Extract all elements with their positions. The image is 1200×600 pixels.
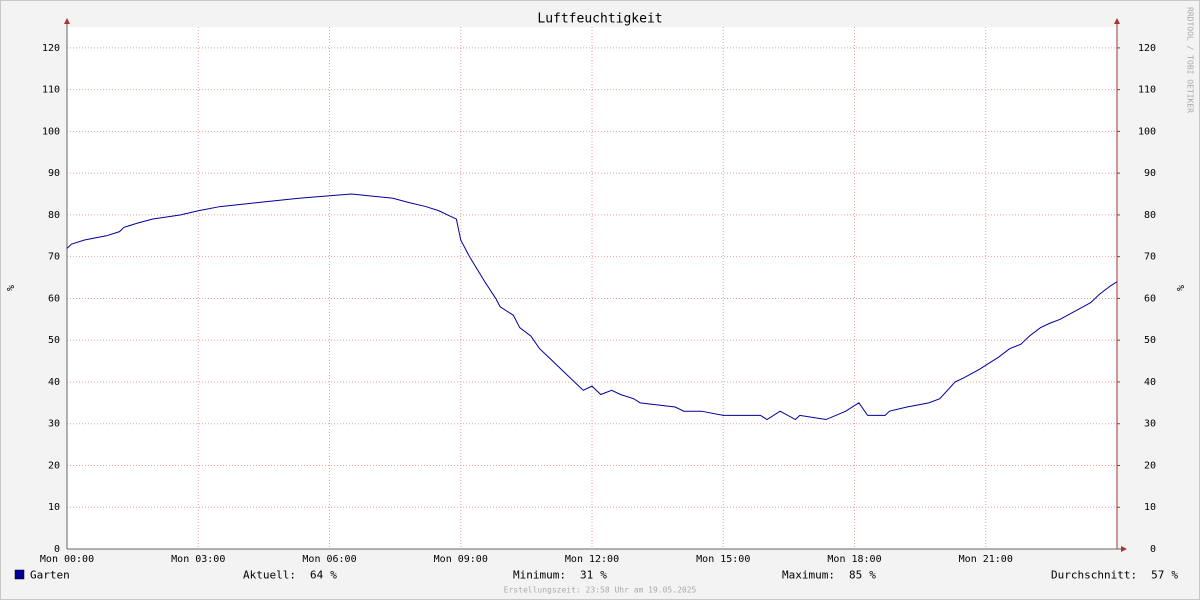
y2-tick-label: 40 <box>1144 377 1156 388</box>
stat-unit: % <box>600 569 607 582</box>
y2-tick-label: 20 <box>1144 460 1156 471</box>
y2-tick-label: 90 <box>1144 168 1156 179</box>
stat-unit: % <box>1171 569 1178 582</box>
x-tick-label: Mon 15:00 <box>696 554 750 565</box>
stat-label: Maximum: <box>782 569 835 582</box>
y2-tick-label: 70 <box>1144 252 1156 263</box>
x-tick-label: Mon 12:00 <box>565 554 619 565</box>
x-tick-label: Mon 18:00 <box>827 554 881 565</box>
stat-unit: % <box>869 569 876 582</box>
legend-label: Garten <box>30 569 70 582</box>
stat-label: Durchschnitt: <box>1051 569 1137 582</box>
axis-arrow <box>1114 18 1120 24</box>
y-axis-label: % <box>4 285 15 291</box>
y-tick-label: 0 <box>54 544 60 555</box>
stat-unit: % <box>330 569 337 582</box>
series-line <box>66 193 1118 421</box>
y2-tick-label: 10 <box>1144 502 1156 513</box>
footer: Erstellungszeit: 23:58 Uhr am 19.05.2025 <box>504 586 697 595</box>
stat-label: Minimum: <box>513 569 566 582</box>
x-tick-label: Mon 06:00 <box>302 554 356 565</box>
stat-value: 31 <box>580 569 593 582</box>
y2-tick-label: 50 <box>1144 335 1156 346</box>
y-tick-label: 120 <box>42 43 60 54</box>
axis-arrow <box>1121 546 1127 552</box>
y-tick-label: 80 <box>48 210 60 221</box>
x-tick-label: Mon 21:00 <box>959 554 1013 565</box>
y2-tick-label: 120 <box>1138 43 1156 54</box>
y2-tick-label: 100 <box>1138 126 1156 137</box>
y-tick-label: 30 <box>48 419 60 430</box>
y-tick-label: 10 <box>48 502 60 513</box>
x-tick-label: Mon 09:00 <box>434 554 488 565</box>
stat-label: Aktuell: <box>243 569 296 582</box>
x-tick-label: Mon 00:00 <box>40 554 94 565</box>
stat-value: 85 <box>849 569 862 582</box>
stat-value: 57 <box>1151 569 1164 582</box>
y2-tick-label: 60 <box>1144 293 1156 304</box>
chart-title: Luftfeuchtigkeit <box>537 12 662 27</box>
y-tick-label: 90 <box>48 168 60 179</box>
x-tick-label: Mon 03:00 <box>171 554 225 565</box>
axis-arrow <box>64 18 70 24</box>
y-tick-label: 20 <box>48 460 60 471</box>
y-tick-label: 110 <box>42 85 60 96</box>
y2-tick-label: 110 <box>1138 85 1156 96</box>
y-tick-label: 70 <box>48 252 60 263</box>
y2-tick-label: 0 <box>1150 544 1156 555</box>
y2-axis-label: % <box>1174 285 1185 291</box>
y2-tick-label: 30 <box>1144 419 1156 430</box>
watermark: RRDTOOL / TOBI OETIKER <box>1186 7 1195 113</box>
y2-tick-label: 80 <box>1144 210 1156 221</box>
y-tick-label: 50 <box>48 335 60 346</box>
y-tick-label: 60 <box>48 293 60 304</box>
stat-value: 64 <box>310 569 324 582</box>
y-tick-label: 100 <box>42 126 60 137</box>
legend-swatch <box>14 569 25 580</box>
y-tick-label: 40 <box>48 377 60 388</box>
